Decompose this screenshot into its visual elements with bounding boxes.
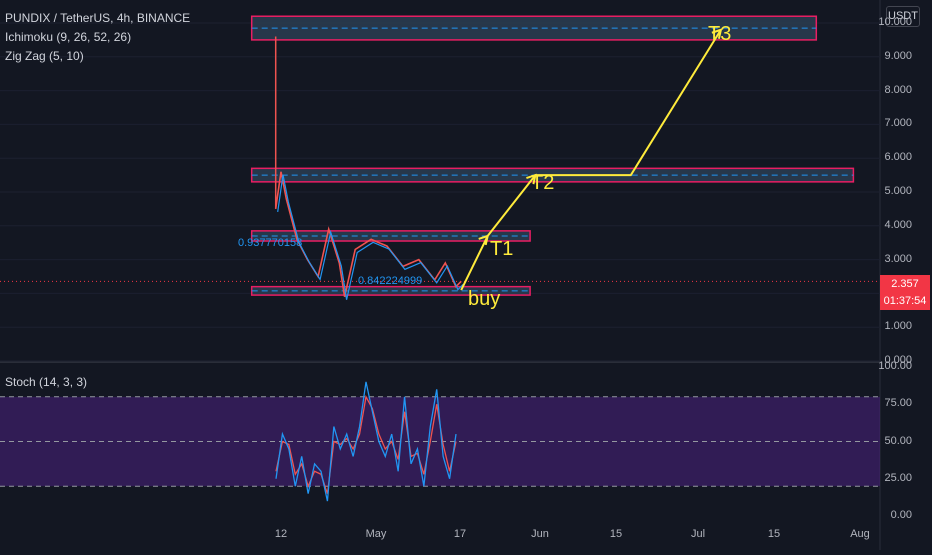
time-tick: 12 — [274, 528, 288, 540]
stoch-tick: 25.00 — [884, 471, 912, 484]
time-tick: Jun — [531, 528, 549, 540]
stoch-k-line — [275, 381, 457, 502]
t2-label: T2 — [531, 172, 554, 194]
stoch-tick: 50.00 — [884, 434, 912, 447]
price-line — [274, 171, 462, 297]
price-tick: 10.000 — [878, 16, 912, 28]
price-tick: 8.000 — [884, 83, 912, 96]
arrow-head — [478, 234, 490, 246]
t3-label: T3 — [708, 23, 731, 45]
arrow-head — [711, 28, 723, 39]
current-price-tag: 2.357 — [880, 275, 930, 293]
countdown-tag: 01:37:54 — [880, 292, 930, 310]
zigzag-label-2: 0.842224999 — [358, 275, 422, 287]
price-tick: 4.000 — [884, 218, 912, 231]
price-tick: 9.000 — [884, 49, 912, 62]
zigzag-legend[interactable]: Zig Zag (5, 10) — [5, 49, 84, 63]
zigzag-line — [277, 174, 464, 300]
stoch-legend[interactable]: Stoch (14, 3, 3) — [5, 375, 88, 389]
t1-label: T1 — [490, 238, 513, 260]
price-layer — [0, 36, 880, 300]
price-tick: 6.000 — [884, 151, 912, 164]
stoch-tick: 100.00 — [878, 360, 912, 372]
stoch-tick: 75.00 — [884, 397, 912, 410]
stoch-layer — [0, 381, 880, 502]
price-tick: 7.000 — [884, 117, 912, 130]
arrow-head — [526, 173, 537, 185]
price-tick: 3.000 — [884, 252, 912, 265]
stoch-tick: 0.00 — [890, 509, 912, 521]
ichimoku-legend[interactable]: Ichimoku (9, 26, 52, 26) — [5, 30, 132, 44]
time-tick: 15 — [767, 528, 781, 540]
zigzag-label-1: 0.937770158 — [238, 237, 302, 249]
unit-label[interactable]: USDT — [886, 6, 920, 27]
price-tick: 1.000 — [884, 320, 912, 333]
time-tick: May — [365, 528, 387, 540]
time-tick: 15 — [609, 528, 623, 540]
price-tick: 5.000 — [884, 185, 912, 197]
buy-label: buy — [468, 288, 500, 310]
time-tick: Aug — [850, 528, 870, 540]
time-tick: 17 — [453, 528, 467, 540]
time-tick: Jul — [690, 528, 706, 540]
price-tick: 0.000 — [884, 354, 912, 366]
symbol-title: PUNDIX / TetherUS, 4h, BINANCE — [5, 11, 191, 25]
projection-layer — [460, 28, 723, 291]
